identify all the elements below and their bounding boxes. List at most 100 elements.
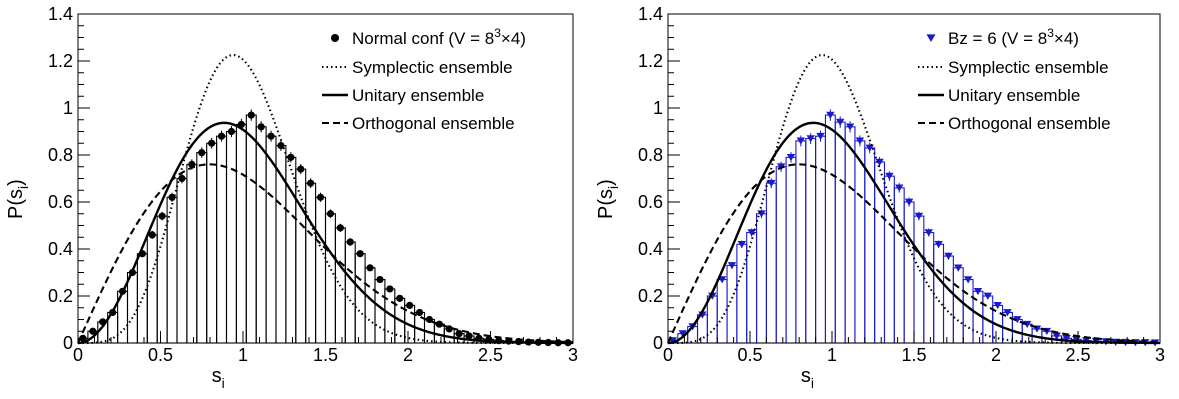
histogram-bar	[855, 141, 865, 343]
histogram-bar	[717, 280, 727, 343]
histogram-bar	[766, 183, 776, 343]
histogram-bar	[236, 124, 246, 343]
histogram-bar	[796, 141, 806, 343]
data-point	[327, 210, 334, 217]
histogram-bar	[345, 242, 355, 343]
x-tick-label: 2	[991, 345, 1001, 365]
legend-label: Bz = 6 (V = 83×4)	[948, 26, 1079, 48]
data-point	[456, 330, 463, 337]
y-tick-label: 0	[63, 333, 73, 353]
legend-marker	[331, 34, 339, 42]
histogram-bar	[187, 164, 197, 343]
histogram-bar	[786, 157, 796, 343]
data-point	[376, 276, 383, 283]
x-tick-label: 1.5	[313, 345, 338, 365]
histogram-bar	[256, 127, 266, 343]
histogram-bar	[355, 254, 365, 343]
y-axis-label: P(si)	[5, 179, 31, 219]
histogram-bar	[707, 296, 717, 343]
x-tick-label: 0	[73, 345, 83, 365]
legend-label: Orthogonal ensemble	[948, 114, 1111, 133]
histogram-bar	[904, 202, 914, 343]
x-tick-label: 2	[403, 345, 413, 365]
data-point	[267, 133, 274, 140]
histogram-bars	[668, 115, 1160, 343]
histogram-bar	[167, 197, 177, 343]
data-point	[159, 213, 166, 220]
y-tick-label: 1.4	[638, 4, 663, 24]
data-point	[386, 285, 393, 292]
data-point	[357, 250, 364, 257]
x-tick-label: 2.5	[1065, 345, 1090, 365]
y-axis-label: P(si)	[595, 179, 621, 219]
histogram-bar	[197, 153, 207, 343]
legend: Bz = 6 (V = 83×4) Symplectic ensemble Unit…	[918, 26, 1111, 133]
y-tick-label: 0.2	[638, 286, 663, 306]
legend-label: Orthogonal ensemble	[352, 114, 515, 133]
y-tick-label: 0.8	[638, 145, 663, 165]
y-tick-label: 1.2	[48, 51, 73, 71]
legend-marker	[927, 34, 936, 42]
data-point	[396, 295, 403, 302]
histogram-bar	[894, 188, 904, 343]
histogram-bar	[365, 268, 375, 343]
legend-label: Symplectic ensemble	[948, 58, 1109, 77]
data-point	[218, 133, 225, 140]
data-point	[366, 264, 373, 271]
data-point	[406, 302, 413, 309]
chart-panel-1: 0 0.5 1 1.5 2 2.5 3 0 0.2 0.4 0.6 0.8 1 1.2 1.4 si P(si)…	[5, 4, 578, 391]
x-tick-label: 1	[238, 345, 248, 365]
data-point	[248, 111, 255, 118]
data-point	[307, 180, 314, 187]
y-tick-label: 0	[653, 333, 663, 353]
histogram-bar	[177, 179, 187, 344]
y-tick-label: 0.4	[48, 239, 73, 259]
histogram-bar	[326, 214, 336, 343]
x-tick-label: 3	[1155, 345, 1165, 365]
histogram-bar	[924, 233, 934, 343]
data-point	[317, 194, 324, 201]
legend-label: Unitary ensemble	[948, 86, 1080, 105]
histogram-bar	[246, 115, 256, 343]
legend: Normal conf (V = 83×4)Symplectic ensembl…	[322, 26, 526, 133]
data-point	[297, 166, 304, 173]
y-tick-label: 0.6	[638, 192, 663, 212]
histogram-bar	[934, 244, 944, 343]
histogram-bar	[147, 235, 157, 343]
y-tick-label: 0.2	[48, 286, 73, 306]
histogram-bars	[78, 115, 573, 343]
x-tick-label: 0.5	[148, 345, 173, 365]
histogram-bar	[806, 139, 816, 343]
y-tick-label: 0.6	[48, 192, 73, 212]
histogram-bar	[944, 256, 954, 343]
data-point	[198, 149, 205, 156]
histogram-bar	[727, 265, 737, 343]
x-axis-label: si	[212, 365, 225, 391]
histogram-bar	[207, 143, 217, 343]
y-tick-label: 0.8	[48, 145, 73, 165]
histogram-bar	[375, 280, 385, 343]
data-point	[228, 128, 235, 135]
histogram-bar	[914, 216, 924, 343]
histogram-bar	[845, 127, 855, 343]
data-point	[287, 154, 294, 161]
x-tick-label: 0	[663, 345, 673, 365]
histogram-bar	[227, 132, 237, 344]
x-tick-label: 1	[827, 345, 837, 365]
legend-label: Unitary ensemble	[352, 86, 484, 105]
histogram-bar	[306, 183, 316, 343]
y-tick-label: 0.4	[638, 239, 663, 259]
histogram-bar	[963, 280, 973, 343]
histogram-bar	[835, 122, 845, 343]
y-tick-label: 1	[63, 98, 73, 118]
x-tick-label: 2.5	[478, 345, 503, 365]
y-tick-label: 1.4	[48, 4, 73, 24]
histogram-bar	[157, 216, 167, 343]
x-tick-label: 1.5	[901, 345, 926, 365]
x-tick-label: 3	[568, 345, 578, 365]
y-tick-label: 1	[653, 98, 663, 118]
histogram-bar	[816, 136, 826, 343]
x-tick-label: 0.5	[737, 345, 762, 365]
histogram-bar	[953, 268, 963, 343]
